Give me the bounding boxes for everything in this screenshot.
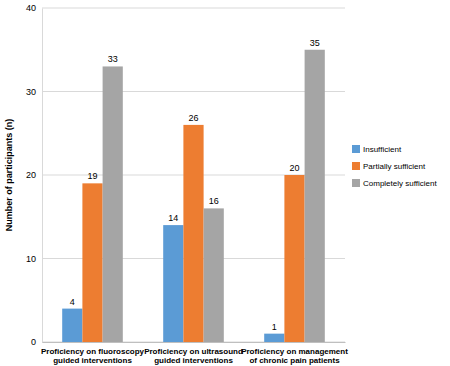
data-label: 4 bbox=[70, 297, 75, 307]
x-tick: Proficiency on managementof chronic pain… bbox=[241, 342, 348, 365]
y-axis: 0 10 20 30 40 bbox=[26, 3, 43, 347]
y-axis-title: Number of participants (n) bbox=[4, 119, 14, 232]
y-tick: 30 bbox=[26, 87, 42, 97]
x-tick-label-line: of chronic pain patients bbox=[249, 356, 340, 365]
y-tick: 10 bbox=[26, 254, 42, 264]
bar bbox=[62, 309, 82, 342]
y-tick: 20 bbox=[26, 170, 42, 180]
bar bbox=[82, 183, 102, 342]
bar bbox=[204, 208, 224, 342]
y-tick-label: 20 bbox=[26, 170, 36, 180]
data-label: 20 bbox=[289, 163, 299, 173]
data-label: 33 bbox=[108, 54, 118, 64]
legend-label: Completely sufficient bbox=[363, 179, 437, 188]
y-tick: 40 bbox=[26, 3, 42, 13]
grid-line bbox=[42, 8, 345, 9]
data-label: 1 bbox=[272, 322, 277, 332]
legend-swatch bbox=[352, 145, 360, 153]
grid bbox=[42, 8, 345, 342]
x-tick-label-line: Proficiency on fluoroscopy bbox=[41, 347, 145, 356]
bar bbox=[103, 66, 123, 342]
legend-swatch bbox=[352, 179, 360, 187]
y-axis-line bbox=[42, 9, 43, 343]
data-label: 35 bbox=[310, 38, 320, 48]
bar bbox=[305, 50, 325, 342]
x-tick-label-line: Proficiency on ultrasound bbox=[144, 347, 243, 356]
data-label: 26 bbox=[188, 113, 198, 123]
bar bbox=[163, 225, 183, 342]
bar bbox=[284, 175, 304, 342]
data-label: 19 bbox=[87, 171, 97, 181]
chart: 0 10 20 30 40 Number of participants (n) Profi… bbox=[0, 0, 450, 366]
y-tick-label: 10 bbox=[26, 254, 36, 264]
bar bbox=[264, 334, 284, 342]
data-label: 16 bbox=[209, 196, 219, 206]
x-axis-line bbox=[43, 342, 346, 343]
data-label: 14 bbox=[168, 213, 178, 223]
x-tick-label: Proficiency on fluoroscopyguided interve… bbox=[41, 347, 145, 365]
grid-line bbox=[42, 91, 345, 92]
bars bbox=[62, 50, 325, 342]
x-tick-label-line: guided interventions bbox=[154, 356, 233, 365]
legend: Insufficient Partially sufficient Complete… bbox=[352, 145, 437, 188]
x-tick: Proficiency on fluoroscopyguided interve… bbox=[41, 342, 145, 365]
x-tick-label-line: Proficiency on management bbox=[241, 347, 348, 356]
legend-swatch bbox=[352, 162, 360, 170]
legend-label: Partially sufficient bbox=[363, 162, 426, 171]
data-labels: 4 14 1 19 26 20 33 16 35 bbox=[70, 38, 320, 332]
y-tick-label: 40 bbox=[26, 3, 36, 13]
x-tick: Proficiency on ultrasoundguided interven… bbox=[144, 342, 243, 365]
x-tick-label-line: guided interventions bbox=[53, 356, 132, 365]
bar bbox=[183, 125, 203, 342]
x-tick-label: Proficiency on managementof chronic pain… bbox=[241, 347, 348, 365]
legend-label: Insufficient bbox=[363, 145, 402, 154]
x-axis: Proficiency on fluoroscopyguided interve… bbox=[41, 342, 348, 365]
x-tick-label: Proficiency on ultrasoundguided interven… bbox=[144, 347, 243, 365]
y-tick-label: 0 bbox=[31, 337, 36, 347]
y-tick-label: 30 bbox=[26, 87, 36, 97]
